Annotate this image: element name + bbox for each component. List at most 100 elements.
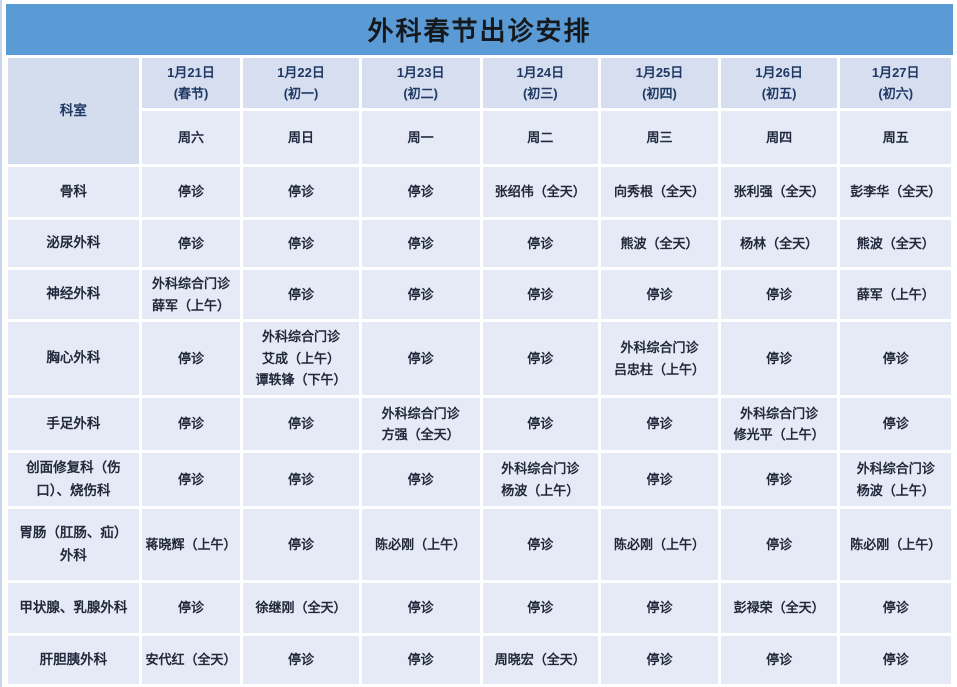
schedule-cell-line: 停诊	[766, 471, 793, 487]
lunar-label: (初六)	[878, 86, 914, 101]
schedule-cell-line: 停诊	[766, 350, 793, 366]
schedule-cell-line: 艾成（上午）	[262, 350, 341, 366]
schedule-table: 科室 1月21日 (春节) 1月22日 (初一) 1月23日 (初二) 1月24日 (初三) 1月…	[5, 55, 954, 687]
schedule-cell-line: 杨波（上午）	[856, 482, 935, 498]
table-row: 创面修复科（伤口）、烧伤科 停诊 停诊 停诊 外科综合门诊 杨波（上午） 停诊 停诊 外科综合门…	[8, 453, 951, 506]
schedule-cell-line: 停诊	[646, 652, 673, 668]
schedule-cell: 停诊	[141, 167, 241, 217]
table-row: 胸心外科 停诊 外科综合门诊艾成（上午） 谭轶锋（下午） 停诊 停诊 外科综合门诊 吕忠柱（上…	[8, 322, 951, 395]
lunar-label: (初一)	[283, 86, 319, 101]
schedule-cell: 停诊	[482, 398, 599, 450]
schedule-cell: 停诊	[141, 398, 241, 450]
weekday-header-cell: 周五	[840, 111, 951, 164]
table-row: 神经外科 外科综合门诊 薛军（上午） 停诊 停诊 停诊 停诊 停诊 薛军（上午）	[8, 270, 951, 319]
schedule-cell-line: 吕忠柱（上午）	[613, 361, 705, 377]
table-row: 骨科 停诊 停诊 停诊 张绍伟（全天） 向秀根（全天） 张利强（全天） 彭李华（全天）	[8, 167, 951, 217]
date-label: 1月24日	[516, 64, 565, 80]
schedule-cell-line: 停诊	[527, 600, 554, 616]
header-row-dates: 科室 1月21日 (春节) 1月22日 (初一) 1月23日 (初二) 1月24日 (初三) 1月…	[8, 58, 951, 164]
schedule-cell: 熊波（全天）	[601, 220, 718, 267]
lunar-label: (初五)	[761, 86, 797, 101]
schedule-cell-line: 停诊	[288, 286, 315, 302]
schedule-cell-line: 停诊	[882, 416, 909, 432]
schedule-cell: 停诊	[361, 220, 480, 267]
schedule-cell: 停诊	[361, 636, 480, 684]
schedule-cell-line: 停诊	[527, 350, 554, 366]
date-header-cell: 1月21日 (春节)	[141, 58, 241, 108]
schedule-cell: 停诊	[243, 167, 359, 217]
schedule-cell: 停诊	[840, 636, 951, 684]
schedule-cell-line: 停诊	[407, 652, 434, 668]
schedule-cell: 张利强（全天）	[720, 167, 838, 217]
table-row: 泌尿外科 停诊 停诊 停诊 停诊 熊波（全天） 杨林（全天） 熊波（全天）	[8, 220, 951, 267]
weekday-header-cell: 周一	[361, 111, 480, 164]
schedule-cell: 停诊	[141, 453, 241, 506]
schedule-cell-line: 薛军（上午）	[152, 297, 231, 313]
schedule-cell: 外科综合门诊 艾成（上午） 谭轶锋（下午）	[243, 322, 359, 395]
schedule-cell-line: 停诊	[407, 350, 434, 366]
schedule-cell-line: 外科综合门诊	[740, 405, 819, 421]
schedule-cell: 停诊	[601, 398, 718, 450]
schedule-cell: 停诊	[840, 322, 951, 395]
schedule-cell: 外科综合门诊 薛军（上午）	[141, 270, 241, 319]
schedule-cell-line: 停诊	[407, 471, 434, 487]
schedule-cell-line: 停诊	[527, 416, 554, 432]
schedule-cell: 停诊	[601, 636, 718, 684]
schedule-cell: 停诊	[482, 509, 599, 580]
schedule-cell-line: 陈必刚（上午）	[613, 536, 705, 552]
lunar-label: (初三)	[522, 86, 558, 101]
schedule-cell: 陈必刚（上午）	[361, 509, 480, 580]
schedule-cell-line: 外科综合门诊	[620, 340, 699, 356]
department-cell: 胸心外科	[8, 322, 139, 395]
department-cell: 甲状腺、乳腺外科	[8, 583, 139, 633]
schedule-cell: 外科综合门诊 吕忠柱（上午）	[601, 322, 718, 395]
table-row: 手足外科 停诊 停诊 外科综合门诊 方强（全天） 停诊 停诊 外科综合门诊 修光平（上午） 停诊	[8, 398, 951, 450]
table-row: 胃肠（肛肠、疝）外科 蒋晓辉（上午） 停诊 陈必刚（上午） 停诊 陈必刚（上午） 停诊 陈必刚…	[8, 509, 951, 580]
schedule-cell-line: 外科综合门诊	[152, 276, 231, 292]
schedule-cell-line: 停诊	[766, 652, 793, 668]
schedule-cell-line: 停诊	[178, 235, 205, 251]
schedule-cell-line: 停诊	[178, 350, 205, 366]
date-label: 1月21日	[167, 64, 215, 80]
weekday-header-cell: 周日	[243, 111, 359, 164]
schedule-cell: 停诊	[361, 167, 480, 217]
schedule-cell-line: 停诊	[646, 286, 673, 302]
department-cell: 骨科	[8, 167, 139, 217]
schedule-cell: 停诊	[361, 583, 480, 633]
schedule-cell: 停诊	[482, 583, 599, 633]
lunar-label: (春节)	[173, 86, 209, 101]
schedule-cell-line: 周晓宏（全天）	[494, 652, 586, 668]
schedule-cell-line: 谭轶锋（下午）	[255, 372, 347, 388]
schedule-cell: 外科综合门诊 方强（全天）	[361, 398, 480, 450]
department-cell: 肝胆胰外科	[8, 636, 139, 684]
schedule-cell: 彭李华（全天）	[840, 167, 951, 217]
schedule-cell: 停诊	[141, 583, 241, 633]
schedule-cell-line: 彭禄荣（全天）	[733, 600, 825, 616]
schedule-cell: 停诊	[840, 398, 951, 450]
lunar-label: (初四)	[642, 86, 677, 101]
schedule-cell-line: 停诊	[178, 471, 205, 487]
schedule-cell-line: 停诊	[766, 286, 793, 302]
corner-header-cell: 科室	[8, 58, 139, 164]
schedule-cell-line: 杨林（全天）	[740, 235, 819, 251]
schedule-table-header: 科室 1月21日 (春节) 1月22日 (初一) 1月23日 (初二) 1月24日 (初三) 1月…	[8, 58, 951, 164]
department-cell: 创面修复科（伤口）、烧伤科	[8, 453, 139, 506]
schedule-cell: 停诊	[720, 453, 838, 506]
schedule-cell-line: 陈必刚（上午）	[375, 536, 467, 552]
schedule-cell-line: 修光平（上午）	[733, 427, 825, 442]
date-header-cell: 1月24日 (初三)	[482, 58, 599, 108]
schedule-cell: 停诊	[243, 509, 359, 580]
schedule-cell: 徐继刚（全天）	[243, 583, 359, 633]
date-header-cell: 1月26日 (初五)	[720, 58, 838, 108]
schedule-cell-line: 停诊	[288, 471, 315, 487]
schedule-cell: 停诊	[601, 453, 718, 506]
schedule-cell-line: 外科综合门诊	[856, 461, 935, 477]
schedule-cell-line: 停诊	[882, 652, 909, 668]
schedule-cell-line: 停诊	[407, 235, 434, 251]
schedule-cell-line: 熊波（全天）	[856, 235, 935, 251]
page-title: 外科春节出诊安排	[6, 4, 953, 55]
date-label: 1月25日	[635, 64, 684, 80]
date-label: 1月22日	[277, 64, 325, 80]
schedule-cell-line: 停诊	[288, 184, 315, 200]
schedule-cell: 停诊	[141, 220, 241, 267]
